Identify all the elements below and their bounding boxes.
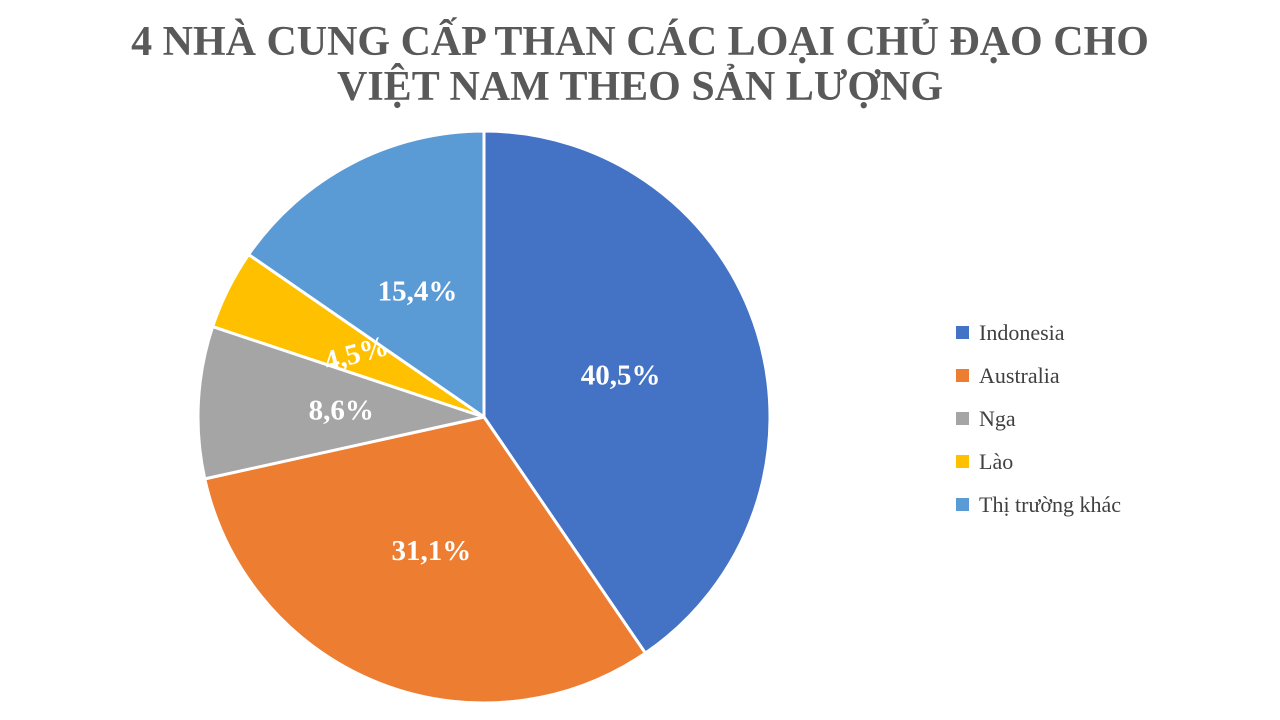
legend-item-nga: Nga xyxy=(956,397,1121,440)
pie-slice-nga xyxy=(196,325,486,481)
pie-slice-indonesia xyxy=(482,129,772,655)
pie-data-label-thị-trường-khác: 15,4% xyxy=(378,275,458,307)
pie-data-label-australia: 31,1% xyxy=(392,535,472,567)
legend-label-lao: Lào xyxy=(979,448,1014,474)
legend-label-thi-truong-khac: Thị trường khác xyxy=(979,491,1122,517)
legend-marker-australia xyxy=(956,369,969,382)
chart-title-line-2: VIỆT NAM THEO SẢN LƯỢNG xyxy=(337,64,943,110)
pie-slice-australia xyxy=(203,415,647,705)
pie-data-label-indonesia: 40,5% xyxy=(581,360,661,392)
pie-data-label-nga: 8,6% xyxy=(309,394,374,426)
legend-marker-nga xyxy=(956,412,969,425)
chart-title-line-1: 4 NHÀ CUNG CẤP THAN CÁC LOẠI CHỦ ĐẠO CHO xyxy=(131,19,1149,65)
legend-item-australia: Australia xyxy=(956,354,1121,397)
legend-label-indonesia: Indonesia xyxy=(979,319,1065,345)
legend-item-thi-truong-khac: Thị trường khác xyxy=(956,483,1121,526)
chart-title: 4 NHÀ CUNG CẤP THAN CÁC LOẠI CHỦ ĐẠO CHO… xyxy=(0,20,1280,110)
legend-marker-thi-truong-khac xyxy=(956,498,969,511)
legend-marker-indonesia xyxy=(956,326,969,339)
legend-label-australia: Australia xyxy=(979,362,1060,388)
legend-marker-lao xyxy=(956,455,969,468)
legend-item-lao: Lào xyxy=(956,440,1121,483)
legend: Indonesia Australia Nga Lào Thị trường k… xyxy=(956,311,1121,526)
pie-slice-thị-trường-khác xyxy=(247,129,486,419)
legend-label-nga: Nga xyxy=(979,405,1016,431)
legend-item-indonesia: Indonesia xyxy=(956,311,1121,354)
